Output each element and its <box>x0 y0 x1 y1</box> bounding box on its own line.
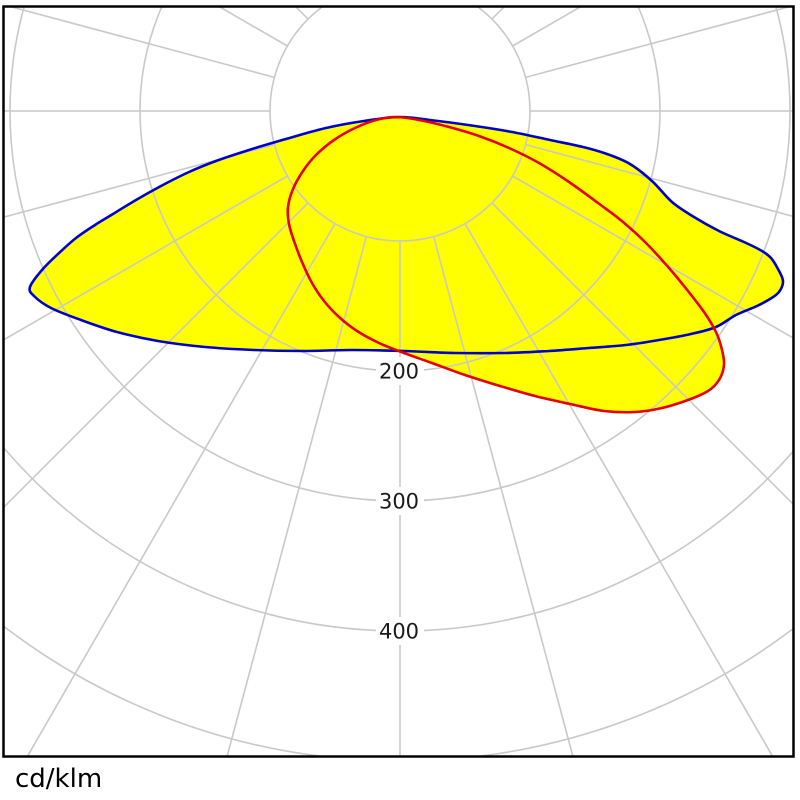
ring-label-300: 300 <box>379 490 419 514</box>
grid-radial-60deg <box>512 175 793 339</box>
curve-red-filled-fill <box>287 117 725 413</box>
curve-blue-outline <box>28 115 785 355</box>
grid-radial-105deg <box>525 7 790 79</box>
grid-radial--15deg <box>226 236 368 756</box>
chart-frame <box>2 5 795 758</box>
grid-radial--30deg <box>26 223 336 756</box>
curve-red-outline <box>286 115 726 414</box>
grid-radial--105deg <box>10 7 275 79</box>
grid-radial-30deg <box>464 223 774 756</box>
ring-label-box-400 <box>376 617 424 645</box>
grid-radial--60deg <box>4 175 288 341</box>
grid-radial-75deg <box>525 143 793 217</box>
grid-radial-45deg <box>491 202 793 505</box>
grid-radial--45deg <box>4 202 309 508</box>
grid-radial-15deg <box>432 236 574 756</box>
ring-label-box-300 <box>376 487 424 515</box>
ring-label-200: 200 <box>379 360 419 384</box>
ring-label-400: 400 <box>379 620 419 644</box>
grid-radial--75deg <box>4 143 275 218</box>
ring-label-box-200 <box>376 357 424 385</box>
unit-label: cd/klm <box>15 764 103 794</box>
